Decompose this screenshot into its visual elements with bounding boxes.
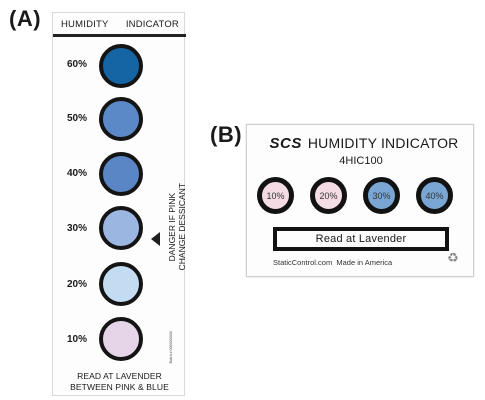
header-rule — [53, 34, 186, 37]
dot-b-label-20: 20% — [319, 190, 338, 201]
row-label-20: 20% — [67, 279, 88, 290]
footer-line-2: BETWEEN PINK & BLUE — [70, 382, 169, 392]
indicator-dot-b-30: 30% — [363, 177, 400, 214]
indicator-dot-20 — [99, 262, 143, 306]
indicator-dot-30 — [99, 206, 143, 250]
read-at-lavender-label: Read at Lavender — [315, 233, 407, 245]
card-a-header: HUMIDITY INDICATOR — [61, 19, 179, 30]
card-a-footer: READ AT LAVENDER BETWEEN PINK & BLUE — [53, 371, 186, 393]
indicator-dot-60 — [99, 44, 143, 88]
read-at-lavender-box: Read at Lavender — [273, 227, 449, 251]
card-b-footer: StaticControl.com Made in America — [273, 258, 392, 267]
humidity-indicator-card-b: SCS HUMIDITY INDICATOR 4HIC100 10% 20% 30… — [246, 124, 474, 277]
website-text: StaticControl.com — [273, 258, 333, 267]
danger-line-2: CHANGE DESSICANT — [177, 183, 187, 271]
row-label-30: 30% — [67, 223, 88, 234]
row-label-60: 60% — [67, 59, 88, 70]
row-label-50: 50% — [67, 113, 88, 124]
dot-b-label-10: 10% — [266, 190, 285, 201]
row-label-40: 40% — [67, 168, 88, 179]
indicator-dot-40 — [99, 152, 143, 196]
indicator-dot-b-20: 20% — [310, 177, 347, 214]
made-in-text: Made in America — [336, 258, 393, 267]
indicator-dot-10 — [99, 317, 143, 361]
batch-number: Batch # 0000000000 — [169, 331, 173, 364]
humidity-indicator-card-a: HUMIDITY INDICATOR 60% 50% 40% 30% 20% 1… — [52, 12, 187, 396]
row-label-10: 10% — [67, 334, 88, 345]
indicator-dot-b-40: 40% — [416, 177, 453, 214]
dot-b-label-30: 30% — [372, 190, 391, 201]
scs-logo: SCS — [269, 135, 302, 152]
card-b-title-text: HUMIDITY INDICATOR — [307, 135, 459, 151]
header-humidity: HUMIDITY — [61, 19, 109, 30]
indicator-dot-b-10: 10% — [257, 177, 294, 214]
pointer-triangle-icon — [151, 232, 160, 246]
card-b-title: SCS HUMIDITY INDICATOR — [259, 135, 469, 153]
dot-b-label-40: 40% — [425, 190, 444, 201]
danger-warning: DANGER IF PINK CHANGE DESSICANT — [159, 183, 195, 270]
footer-line-1: READ AT LAVENDER — [77, 371, 162, 381]
danger-line-1: DANGER IF PINK — [167, 192, 177, 261]
header-indicator: INDICATOR — [125, 19, 179, 30]
indicator-dot-50 — [99, 97, 143, 141]
panel-b-label: (B) — [210, 122, 243, 147]
recycle-icon: ♻ — [447, 250, 459, 265]
model-number: 4HIC100 — [339, 155, 383, 167]
panel-a-label: (A) — [9, 6, 42, 31]
